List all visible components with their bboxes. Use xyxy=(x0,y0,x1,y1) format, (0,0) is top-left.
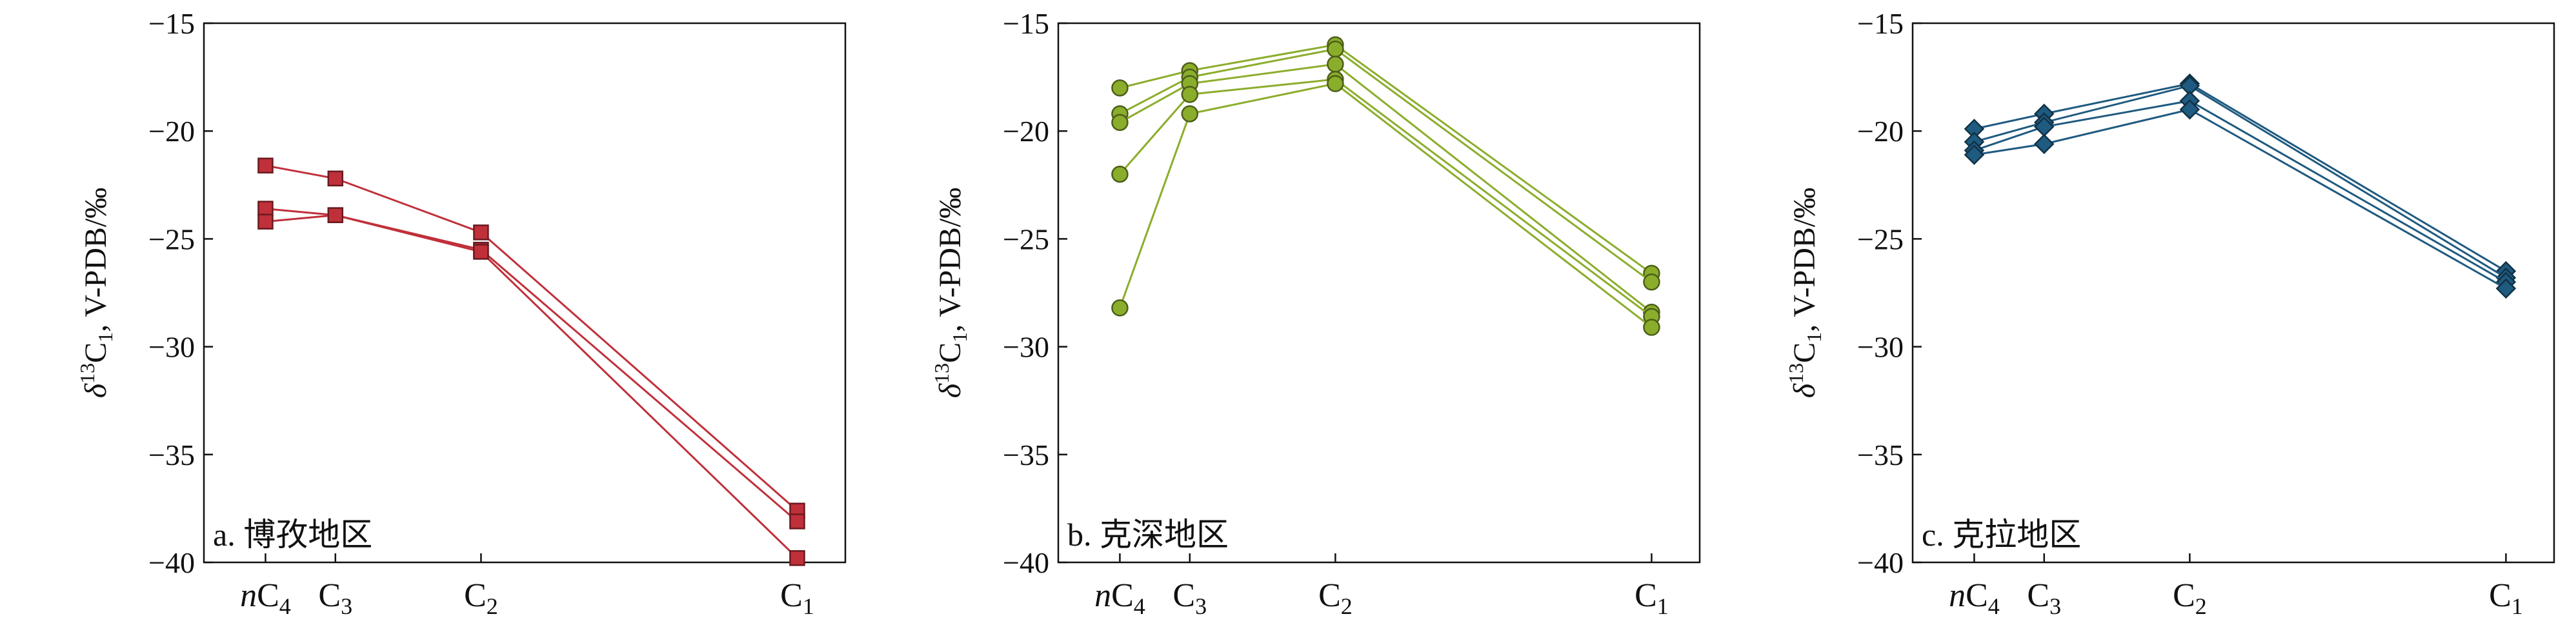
y-tick-label: −30 xyxy=(1857,331,1904,364)
series-line xyxy=(1119,48,1653,283)
series-line xyxy=(1119,78,1653,317)
series-2 xyxy=(257,201,805,529)
series-line xyxy=(1120,43,1653,275)
data-point-c1 xyxy=(2495,278,2517,299)
y-tick-label: −15 xyxy=(1857,7,1904,40)
data-point-c2 xyxy=(473,244,489,260)
data-point-c3 xyxy=(1181,105,1199,123)
series-line xyxy=(265,164,798,511)
series-line xyxy=(265,208,798,522)
data-point-nc4 xyxy=(1111,299,1129,317)
series-3 xyxy=(257,207,805,566)
series-line xyxy=(1974,108,2507,290)
panel-label: a. 博孜地区 xyxy=(213,517,372,553)
series-line xyxy=(265,214,798,559)
x-tick-label-nc4: nC4 xyxy=(1949,577,2000,619)
x-tick-label-c3: C3 xyxy=(2027,577,2061,619)
data-point-c2 xyxy=(473,224,489,241)
data-point-c1 xyxy=(1643,273,1660,291)
x-tick-label-c2: C2 xyxy=(464,577,498,619)
y-tick-label: −15 xyxy=(148,7,195,40)
y-axis-label: δ13C1, V-PDB/‰ xyxy=(1784,188,1826,398)
chart-panel-1: −15 −20 −25 −30 −35 −40 nC4 C3 C2 C1 δ13C1, V-PDB/… xyxy=(75,7,847,619)
series-line xyxy=(1119,63,1653,313)
y-tick-label: −35 xyxy=(1857,439,1904,471)
chart-panel-2: −15 −20 −25 −30 −35 −40 nC4 C3 C2 C1 δ13C1, V-PDB/… xyxy=(930,7,1701,619)
y-axis-label: δ13C1, V-PDB/‰ xyxy=(930,188,971,398)
data-point-nc4 xyxy=(257,213,274,230)
y-tick-label: −30 xyxy=(1003,331,1049,364)
data-point-c3 xyxy=(327,170,344,187)
data-point-nc4 xyxy=(257,201,274,217)
x-tick-label-c1: C1 xyxy=(2489,577,2523,619)
y-tick-label: −30 xyxy=(148,331,195,364)
y-axis-label: δ13C1, V-PDB/‰ xyxy=(75,188,117,398)
y-tick-label: −40 xyxy=(1857,546,1904,579)
x-tick-label-c2: C2 xyxy=(2173,577,2207,619)
data-point-nc4 xyxy=(1111,114,1129,132)
panel-label: c. 克拉地区 xyxy=(1922,517,2081,553)
x-tick-label-c3: C3 xyxy=(318,577,352,619)
x-tick-label-c1: C1 xyxy=(780,577,814,619)
y-tick-label: −40 xyxy=(1003,546,1049,579)
y-tick-label: −35 xyxy=(1003,439,1049,471)
series-4 xyxy=(1964,99,2517,299)
data-point-nc4 xyxy=(1111,79,1129,97)
y-tick-label: −15 xyxy=(1003,7,1049,40)
y-tick-label: −20 xyxy=(1857,115,1904,148)
data-point-c2 xyxy=(1327,75,1344,92)
data-point-nc4 xyxy=(257,157,274,173)
x-tick-label-c3: C3 xyxy=(1172,577,1207,619)
data-point-c1 xyxy=(1643,319,1660,336)
x-tick-label-c1: C1 xyxy=(1635,577,1669,619)
x-tick-label-nc4: nC4 xyxy=(1094,577,1145,619)
data-point-c2 xyxy=(1327,55,1344,73)
y-tick-label: −20 xyxy=(1003,115,1049,148)
panel-label: b. 克深地区 xyxy=(1067,517,1229,553)
series-line xyxy=(1974,83,2507,272)
data-point-c3 xyxy=(2034,134,2055,155)
y-tick-label: −25 xyxy=(1003,223,1049,255)
data-point-c1 xyxy=(789,513,805,529)
chart-panel-3: −15 −20 −25 −30 −35 −40 nC4 C3 C2 C1 δ13C1, V-PDB/… xyxy=(1784,7,2555,619)
y-tick-label: −25 xyxy=(148,223,195,255)
plot-frame xyxy=(1057,22,1701,564)
data-point-nc4 xyxy=(1964,144,1985,165)
series-3 xyxy=(1964,90,2517,293)
data-point-c2 xyxy=(1327,40,1344,58)
data-point-nc4 xyxy=(1111,165,1129,183)
y-tick-label: −35 xyxy=(148,439,195,471)
x-tick-label-c2: C2 xyxy=(1318,577,1353,619)
data-point-c1 xyxy=(789,550,805,566)
y-tick-label: −40 xyxy=(148,546,195,579)
series-line xyxy=(1973,99,2507,283)
series-line xyxy=(1974,84,2507,279)
plot-frame xyxy=(1911,22,2555,564)
plot-frame xyxy=(203,22,847,564)
data-point-c3 xyxy=(327,207,344,223)
data-point-c2 xyxy=(2179,99,2200,120)
y-tick-label: −25 xyxy=(1857,223,1904,255)
y-tick-label: −20 xyxy=(148,115,195,148)
series-5 xyxy=(1111,75,1660,336)
x-tick-label-nc4: nC4 xyxy=(240,577,291,619)
series-line xyxy=(1119,83,1653,328)
series-1 xyxy=(1964,73,2517,282)
data-point-c3 xyxy=(1181,86,1199,103)
